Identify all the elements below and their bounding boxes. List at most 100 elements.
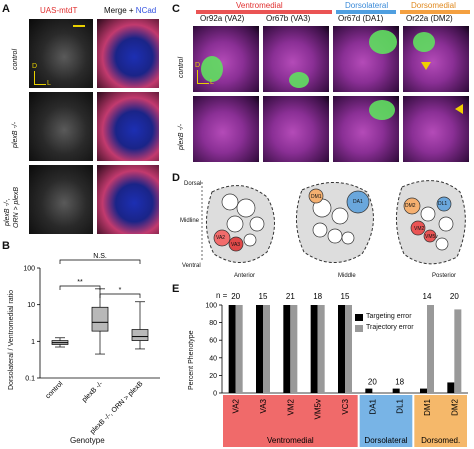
b-bracket-plexb-rescue xyxy=(99,293,141,298)
e-bar-trajectory xyxy=(454,309,462,393)
e-xtick-label: VM2 xyxy=(286,398,295,415)
e-xtick-label: VC3 xyxy=(341,398,350,414)
micrograph-c-or92a-plexb xyxy=(192,95,260,163)
b-xlabel: Genotype xyxy=(70,436,105,445)
glom-vm2: VM2 xyxy=(414,226,425,232)
b-ytick-label: 10 xyxy=(27,302,35,309)
e-group-band xyxy=(223,395,358,447)
vm-glomerulus xyxy=(410,220,426,236)
e-xtick-label: DM1 xyxy=(423,398,432,415)
panel-label-a: A xyxy=(2,3,10,15)
b-box xyxy=(131,329,149,341)
micrograph-c-or67b-plexb xyxy=(262,95,330,163)
e-bar-targeting xyxy=(338,305,345,393)
b-box xyxy=(91,306,109,332)
b-bracket-ns-label: N.S. xyxy=(93,253,107,260)
row-label-plexb-rescue-2: ORN > plexB xyxy=(13,186,20,228)
e-bar-targeting xyxy=(283,305,291,393)
row-label-plexb: plexB -/- xyxy=(12,121,19,148)
label-middle: Middle xyxy=(338,273,356,279)
axis-l-line xyxy=(34,84,46,85)
col-or92a: Or92a (VA2) xyxy=(200,14,245,23)
col-or22a: Or22a (DM2) xyxy=(406,14,453,23)
e-bar-trajectory xyxy=(263,305,270,393)
e-bar-targeting xyxy=(256,305,263,393)
e-bar-trajectory xyxy=(427,305,434,393)
panel-label-e: E xyxy=(172,283,180,295)
glomerulus-signal xyxy=(369,30,397,54)
arrowhead-icon xyxy=(421,62,431,70)
label-anterior: Anterior xyxy=(234,273,256,279)
label-midline: Midline xyxy=(180,218,200,224)
bar-chart: 100 80 60 40 20 0 Ventromedial Dorsolateral Dors… xyxy=(205,292,468,447)
e-n-label: 18 xyxy=(395,378,404,387)
micrograph-c-or67d-control xyxy=(332,25,400,93)
glom-va2: VA2 xyxy=(216,235,226,241)
header-dorsomedial: Dorsomedial xyxy=(410,1,457,10)
ventromedial-bar xyxy=(196,10,332,14)
micrograph-a-rescue-gray xyxy=(28,164,94,235)
merge-text: Merge + xyxy=(104,6,136,15)
micrograph-a-plexb-merge xyxy=(96,91,160,162)
micrograph-c-or22a-control xyxy=(402,25,470,93)
e-group-band xyxy=(359,395,413,447)
e-n-label: 20 xyxy=(231,292,240,301)
dorsolateral-bar xyxy=(336,10,396,14)
b-ytick-label: 100 xyxy=(23,266,35,273)
e-ytick-label: 60 xyxy=(209,338,217,345)
scale-bar xyxy=(73,25,85,27)
e-ytick-label: 100 xyxy=(205,303,217,310)
b-ylabel: Dorsolateral / Ventromedial ratio xyxy=(8,290,15,390)
panel-label-b: B xyxy=(2,240,10,252)
glom-vm5v: VM5v xyxy=(425,234,438,240)
e-bar-trajectory xyxy=(345,305,352,393)
b-bracket-plexb-rescue-label: * xyxy=(119,287,122,294)
e-n-label: 20 xyxy=(450,292,459,301)
e-bar-targeting xyxy=(447,382,455,393)
b-xtick-label: control xyxy=(45,380,65,400)
ncad-text: NCad xyxy=(135,6,157,15)
col-label-merge: Merge + NCad xyxy=(104,7,156,15)
legend-trajectory: Trajectory error xyxy=(366,324,414,331)
e-bar-targeting xyxy=(420,388,427,393)
axis-l-c-line xyxy=(197,83,209,84)
label-ventral: Ventral xyxy=(182,263,201,269)
panel-label-d: D xyxy=(172,172,180,184)
glomerulus-signal xyxy=(201,56,223,82)
axis-l: L xyxy=(47,80,51,87)
micrograph-c-or92a-control: D L xyxy=(192,25,260,93)
dm2-glomerulus xyxy=(403,197,421,215)
e-group-label: Ventromedial xyxy=(267,436,314,445)
panel-e-barchart: 100 80 60 40 20 0 Ventromedial Dorsolateral Dors… xyxy=(205,292,468,447)
b-xtick-label: plexB -/- xyxy=(81,380,105,404)
e-bar-trajectory xyxy=(235,305,243,393)
row-label-c-plexb: plexB -/- xyxy=(178,123,185,150)
dl1-glomerulus xyxy=(436,196,452,212)
axis-l-c: L xyxy=(210,79,214,86)
e-xtick-label: DL1 xyxy=(396,398,405,413)
e-group-label: Dorsomed. xyxy=(421,436,460,445)
e-bar-trajectory xyxy=(317,305,325,393)
row-label-plexb-rescue-1: plexB -/-, xyxy=(4,197,11,226)
e-xtick-label: DA1 xyxy=(368,398,377,414)
micrograph-c-or67b-control xyxy=(262,25,330,93)
e-xtick-label: VA2 xyxy=(232,398,241,413)
e-bar-targeting xyxy=(228,305,236,393)
e-bar-targeting xyxy=(310,305,318,393)
glom-dm1: DM1 xyxy=(311,194,322,200)
vm5v-glomerulus xyxy=(423,229,437,243)
e-ytick-label: 20 xyxy=(209,373,217,380)
b-bracket-ctrl-plexb-label: ** xyxy=(77,279,83,286)
e-xtick-label: DM2 xyxy=(450,398,459,415)
legend-trajectory-swatch xyxy=(355,325,363,332)
e-ytick-label: 80 xyxy=(209,320,217,327)
e-bar-trajectory xyxy=(290,305,298,393)
e-group-label: Dorsolateral xyxy=(364,436,407,445)
panel-d-schematic xyxy=(201,180,466,265)
e-bar-targeting xyxy=(365,388,373,393)
label-posterior: Posterior xyxy=(432,273,457,279)
axis-d-c: D xyxy=(195,62,201,69)
da1-glomerulus xyxy=(346,190,370,214)
